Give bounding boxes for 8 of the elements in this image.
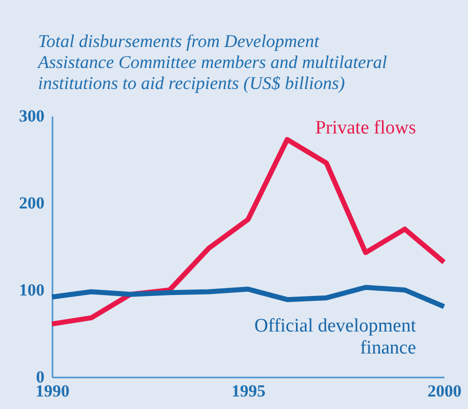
- y-tick-label: 200: [19, 194, 44, 212]
- x-tick-label: 1995: [232, 382, 266, 400]
- x-tick-label: 2000: [428, 382, 462, 400]
- chart-title: Total disbursements from Development Assistance Committee members and multilateral institutions to aid recipients (US$ billions): [37, 31, 387, 93]
- series-label: Private flows: [315, 117, 416, 138]
- y-tick-label: 100: [19, 280, 44, 300]
- y-tick-label: 300: [19, 106, 44, 126]
- series-label: Official development finance: [254, 316, 417, 359]
